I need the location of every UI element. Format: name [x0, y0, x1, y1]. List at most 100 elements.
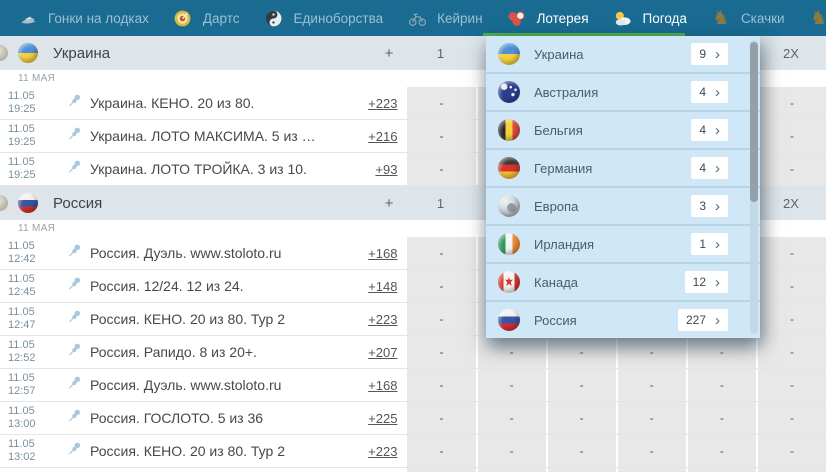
pin-icon[interactable] — [67, 375, 82, 395]
count-badge[interactable]: 4 › — [691, 81, 728, 103]
market-cell[interactable]: - — [405, 402, 476, 434]
country-item-be[interactable]: Бельгия 4 › — [486, 112, 760, 148]
market-cell[interactable]: - — [685, 336, 756, 368]
nav-item-horse-racing[interactable]: ♞ Скачки — [699, 0, 797, 36]
market-cell[interactable]: - — [475, 336, 546, 368]
pin-icon[interactable] — [67, 243, 82, 263]
country-item-ru[interactable]: Россия 227 › — [486, 302, 760, 338]
country-item-eu[interactable]: Европа 3 › — [486, 188, 760, 224]
market-cell[interactable]: - — [545, 369, 616, 401]
table-row[interactable]: 11.05Россия. Рапидо 2.0+207------ — [0, 468, 826, 472]
pin-icon[interactable] — [67, 441, 82, 461]
market-cell[interactable]: - — [685, 402, 756, 434]
market-cell[interactable]: - — [685, 369, 756, 401]
pin-icon[interactable] — [67, 93, 82, 113]
pin-icon[interactable] — [67, 126, 82, 146]
market-cell[interactable]: - — [755, 435, 826, 467]
pin-cell — [58, 441, 90, 461]
count-badge[interactable]: 12 › — [684, 271, 728, 293]
market-cell[interactable]: - — [475, 402, 546, 434]
expand-button[interactable]: + — [384, 44, 394, 62]
odds-link[interactable]: +168 — [368, 245, 398, 261]
market-cell[interactable]: - — [755, 270, 826, 302]
odds-link[interactable]: +168 — [368, 377, 398, 393]
market-cell[interactable]: - — [615, 468, 686, 472]
country-item-de[interactable]: Германия 4 › — [486, 150, 760, 186]
table-row[interactable]: 11.05 13:02 Россия. КЕНО. 20 из 80. Тур 2 +… — [0, 435, 826, 468]
market-cell[interactable]: - — [615, 402, 686, 434]
odds-link[interactable]: +216 — [368, 128, 398, 144]
pin-icon[interactable] — [67, 276, 82, 296]
table-row[interactable]: 11.05 12:57 Россия. Дуэль. www.stoloto.ru +… — [0, 369, 826, 402]
country-item-au[interactable]: Австралия 4 › — [486, 74, 760, 110]
market-cell[interactable]: - — [755, 120, 826, 152]
market-cell[interactable]: - — [405, 87, 476, 119]
market-cell[interactable]: - — [615, 369, 686, 401]
count-badge[interactable]: 4 › — [691, 119, 728, 141]
nav-item-boat-races[interactable]: Гонки на лодках — [6, 0, 161, 36]
event-start-time: 12:47 — [8, 319, 36, 331]
country-item-ie[interactable]: Ирландия 1 › — [486, 226, 760, 262]
market-cell[interactable]: - — [405, 369, 476, 401]
odds-link[interactable]: +223 — [368, 311, 398, 327]
count-badge[interactable]: 4 › — [691, 157, 728, 179]
market-cell[interactable]: - — [615, 336, 686, 368]
market-cell[interactable]: - — [405, 153, 476, 185]
market-cell[interactable]: - — [755, 87, 826, 119]
market-cell[interactable]: - — [685, 435, 756, 467]
odds-link[interactable]: +225 — [368, 410, 398, 426]
nav-item-keirin[interactable]: Кейрин — [395, 0, 494, 36]
market-cell[interactable]: - — [545, 336, 616, 368]
market-cell[interactable]: - — [405, 435, 476, 467]
pin-icon[interactable] — [67, 408, 82, 428]
market-cell[interactable]: - — [615, 435, 686, 467]
market-cell[interactable]: - — [755, 402, 826, 434]
market-cell[interactable]: - — [545, 402, 616, 434]
market-cell[interactable]: - — [405, 237, 476, 269]
market-cell[interactable]: - — [755, 237, 826, 269]
market-cell[interactable]: - — [405, 468, 476, 472]
dropdown-scrollbar[interactable] — [750, 40, 758, 334]
table-row[interactable]: 11.05 12:52 Россия. Рапидо. 8 из 20+. +207-… — [0, 336, 826, 369]
odds-link[interactable]: +223 — [368, 95, 398, 111]
market-cell[interactable]: - — [545, 468, 616, 472]
market-cell[interactable]: - — [405, 303, 476, 335]
table-row[interactable]: 11.05 13:00 Россия. ГОСЛОТО. 5 из 36 +225- -… — [0, 402, 826, 435]
market-cell[interactable]: - — [755, 468, 826, 472]
flag-ru-icon — [18, 193, 38, 213]
market-cell[interactable]: - — [755, 303, 826, 335]
odds-link[interactable]: +93 — [375, 161, 398, 177]
market-cell[interactable]: - — [475, 468, 546, 472]
market-cell[interactable]: - — [405, 270, 476, 302]
country-item-ua[interactable]: Украина 9 › — [486, 36, 760, 72]
market-cell[interactable]: - — [755, 153, 826, 185]
count-badge[interactable]: 9 › — [691, 43, 728, 65]
nav-item-trotting[interactable]: ♞ — [797, 0, 826, 36]
pin-icon[interactable] — [67, 309, 82, 329]
nav-item-lottery[interactable]: Лотерея — [495, 0, 601, 36]
scrollbar-thumb[interactable] — [750, 42, 758, 202]
expand-button[interactable]: + — [384, 194, 394, 212]
nav-item-martial-arts[interactable]: Единоборства — [252, 0, 396, 36]
market-cell[interactable]: - — [475, 369, 546, 401]
market-cell[interactable]: - — [405, 120, 476, 152]
count-badge[interactable]: 227 › — [677, 309, 728, 331]
pin-icon[interactable] — [67, 342, 82, 362]
odds-link[interactable]: +148 — [368, 278, 398, 294]
count-badge[interactable]: 3 › — [691, 195, 728, 217]
market-cell[interactable]: - — [685, 468, 756, 472]
nav-item-darts[interactable]: Дартс — [161, 0, 252, 36]
nav-item-weather[interactable]: Погода — [601, 0, 699, 36]
market-cell[interactable]: - — [475, 435, 546, 467]
odds-link[interactable]: +223 — [368, 443, 398, 459]
market-cell[interactable]: - — [755, 336, 826, 368]
count-badge[interactable]: 1 › — [691, 233, 728, 255]
country-item-ca[interactable]: Канада 12 › — [486, 264, 760, 300]
market-cell[interactable]: - — [545, 435, 616, 467]
odds-link[interactable]: +207 — [368, 344, 398, 360]
event-date: 11.05 — [8, 405, 35, 417]
market-cell[interactable]: - — [755, 369, 826, 401]
market-cell[interactable]: - — [405, 336, 476, 368]
flag-au-icon — [498, 81, 520, 103]
pin-icon[interactable] — [67, 159, 82, 179]
